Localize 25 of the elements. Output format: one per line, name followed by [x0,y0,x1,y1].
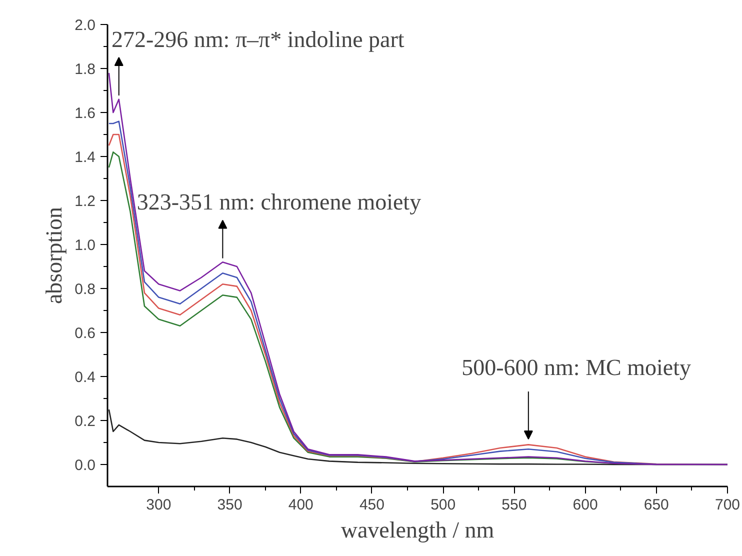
x-tick-label: 550 [502,496,527,514]
x-tick-label: 400 [288,496,314,514]
y-tick-label: 1.2 [74,193,96,210]
y-tick-label: 0.6 [74,325,96,342]
y-tick-label: 1.0 [74,237,96,254]
y-tick-label: 0.0 [74,457,96,474]
y-tick-label: 0.8 [74,281,96,298]
x-tick-label: 500 [430,496,456,514]
x-tick-label: 700 [714,496,740,514]
x-tick-label: 450 [359,496,385,514]
x-tick-label: 600 [572,496,598,514]
y-tick-label: 1.4 [74,149,96,166]
y-tick-label: 1.8 [74,61,96,78]
annotation: 272-296 nm: π–π* indoline part [112,26,405,52]
x-tick-label: 350 [217,496,242,514]
annotation: 500-600 nm: MC moiety [462,355,692,380]
y-tick-label: 0.4 [74,369,96,386]
annotation: 323-351 nm: chromene moiety [136,190,422,215]
x-tick-label: 650 [644,496,669,514]
y-tick-label: 1.6 [74,105,96,122]
y-tick-label: 2.0 [74,17,96,34]
y-tick-label: 0.2 [74,413,96,430]
x-axis-title: wavelength / nm [340,518,494,542]
y-axis-title: absorption [42,206,67,304]
x-tick-label: 300 [146,496,172,514]
